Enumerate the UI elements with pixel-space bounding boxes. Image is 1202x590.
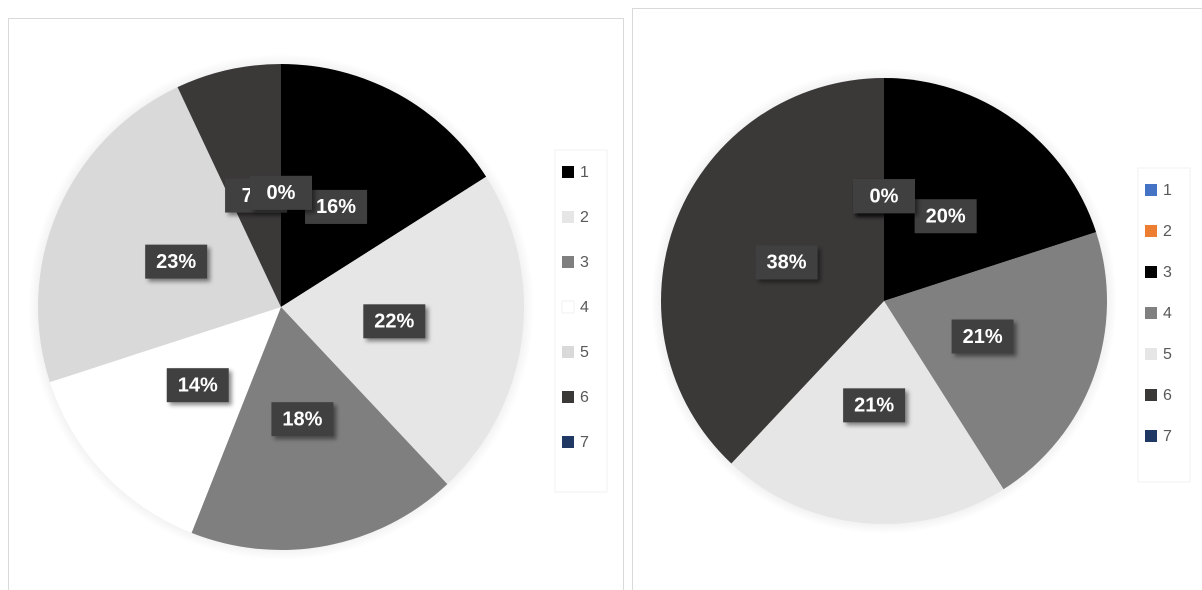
- legend-label: 3: [1163, 264, 1172, 281]
- legend-swatch: [562, 436, 574, 448]
- data-label: 0%: [870, 185, 899, 207]
- data-label: 18%: [282, 408, 322, 430]
- data-label: 0%: [267, 182, 296, 204]
- data-label: 20%: [926, 205, 966, 227]
- legend-swatch: [1145, 225, 1157, 237]
- data-label-box: [914, 199, 977, 234]
- legend-label: 3: [580, 254, 589, 271]
- legend-swatch: [562, 166, 574, 178]
- legend: [1137, 167, 1191, 483]
- data-label: 23%: [156, 251, 196, 273]
- data-label-box: [166, 368, 229, 403]
- legend-swatch: [561, 300, 575, 314]
- data-label-box: [145, 244, 208, 279]
- legend-label: 5: [580, 344, 589, 361]
- data-label: 21%: [854, 395, 894, 417]
- legend-label: 2: [1163, 223, 1172, 240]
- data-label: 21%: [963, 326, 1003, 348]
- data-label: 14%: [178, 374, 218, 396]
- pie-slice: [884, 232, 1107, 490]
- legend-label: 7: [580, 434, 589, 451]
- data-label-box: [853, 179, 915, 214]
- legend-label: 2: [580, 209, 589, 226]
- legend-label: 6: [580, 389, 589, 406]
- legend-label: 4: [1163, 305, 1172, 322]
- data-label-box: [305, 189, 368, 224]
- legend-label: 5: [1163, 346, 1172, 363]
- legend-swatch: [562, 256, 574, 268]
- pie-slice: [38, 87, 282, 383]
- data-label: 22%: [374, 311, 414, 333]
- legend-label: 1: [1163, 182, 1172, 199]
- legend-swatch: [1145, 430, 1157, 442]
- legend-swatch: [1145, 266, 1157, 278]
- legend-label: 1: [580, 164, 589, 181]
- legend: [554, 149, 608, 493]
- legend-swatch: [1145, 184, 1157, 196]
- data-label-box: [271, 402, 334, 437]
- data-label-box: [363, 304, 426, 339]
- legend-swatch: [1145, 389, 1157, 401]
- pie-slice: [884, 78, 1097, 301]
- data-label-box: [250, 175, 312, 210]
- legend-swatch: [562, 346, 574, 358]
- legend-swatch: [562, 211, 574, 223]
- legend-swatch: [562, 391, 574, 403]
- legend-label: 6: [1163, 387, 1172, 404]
- pie-slice: [281, 64, 487, 307]
- data-label: 16%: [316, 196, 356, 218]
- legend-label: 7: [1163, 428, 1172, 445]
- data-label-box: [951, 319, 1014, 354]
- legend-label: 4: [580, 299, 589, 316]
- data-label-box: [843, 388, 906, 423]
- data-label-box: [755, 245, 818, 280]
- data-label: 38%: [767, 252, 807, 274]
- pie-slice: [49, 307, 281, 533]
- legend-swatch: [1145, 307, 1157, 319]
- legend-swatch: [1145, 348, 1157, 360]
